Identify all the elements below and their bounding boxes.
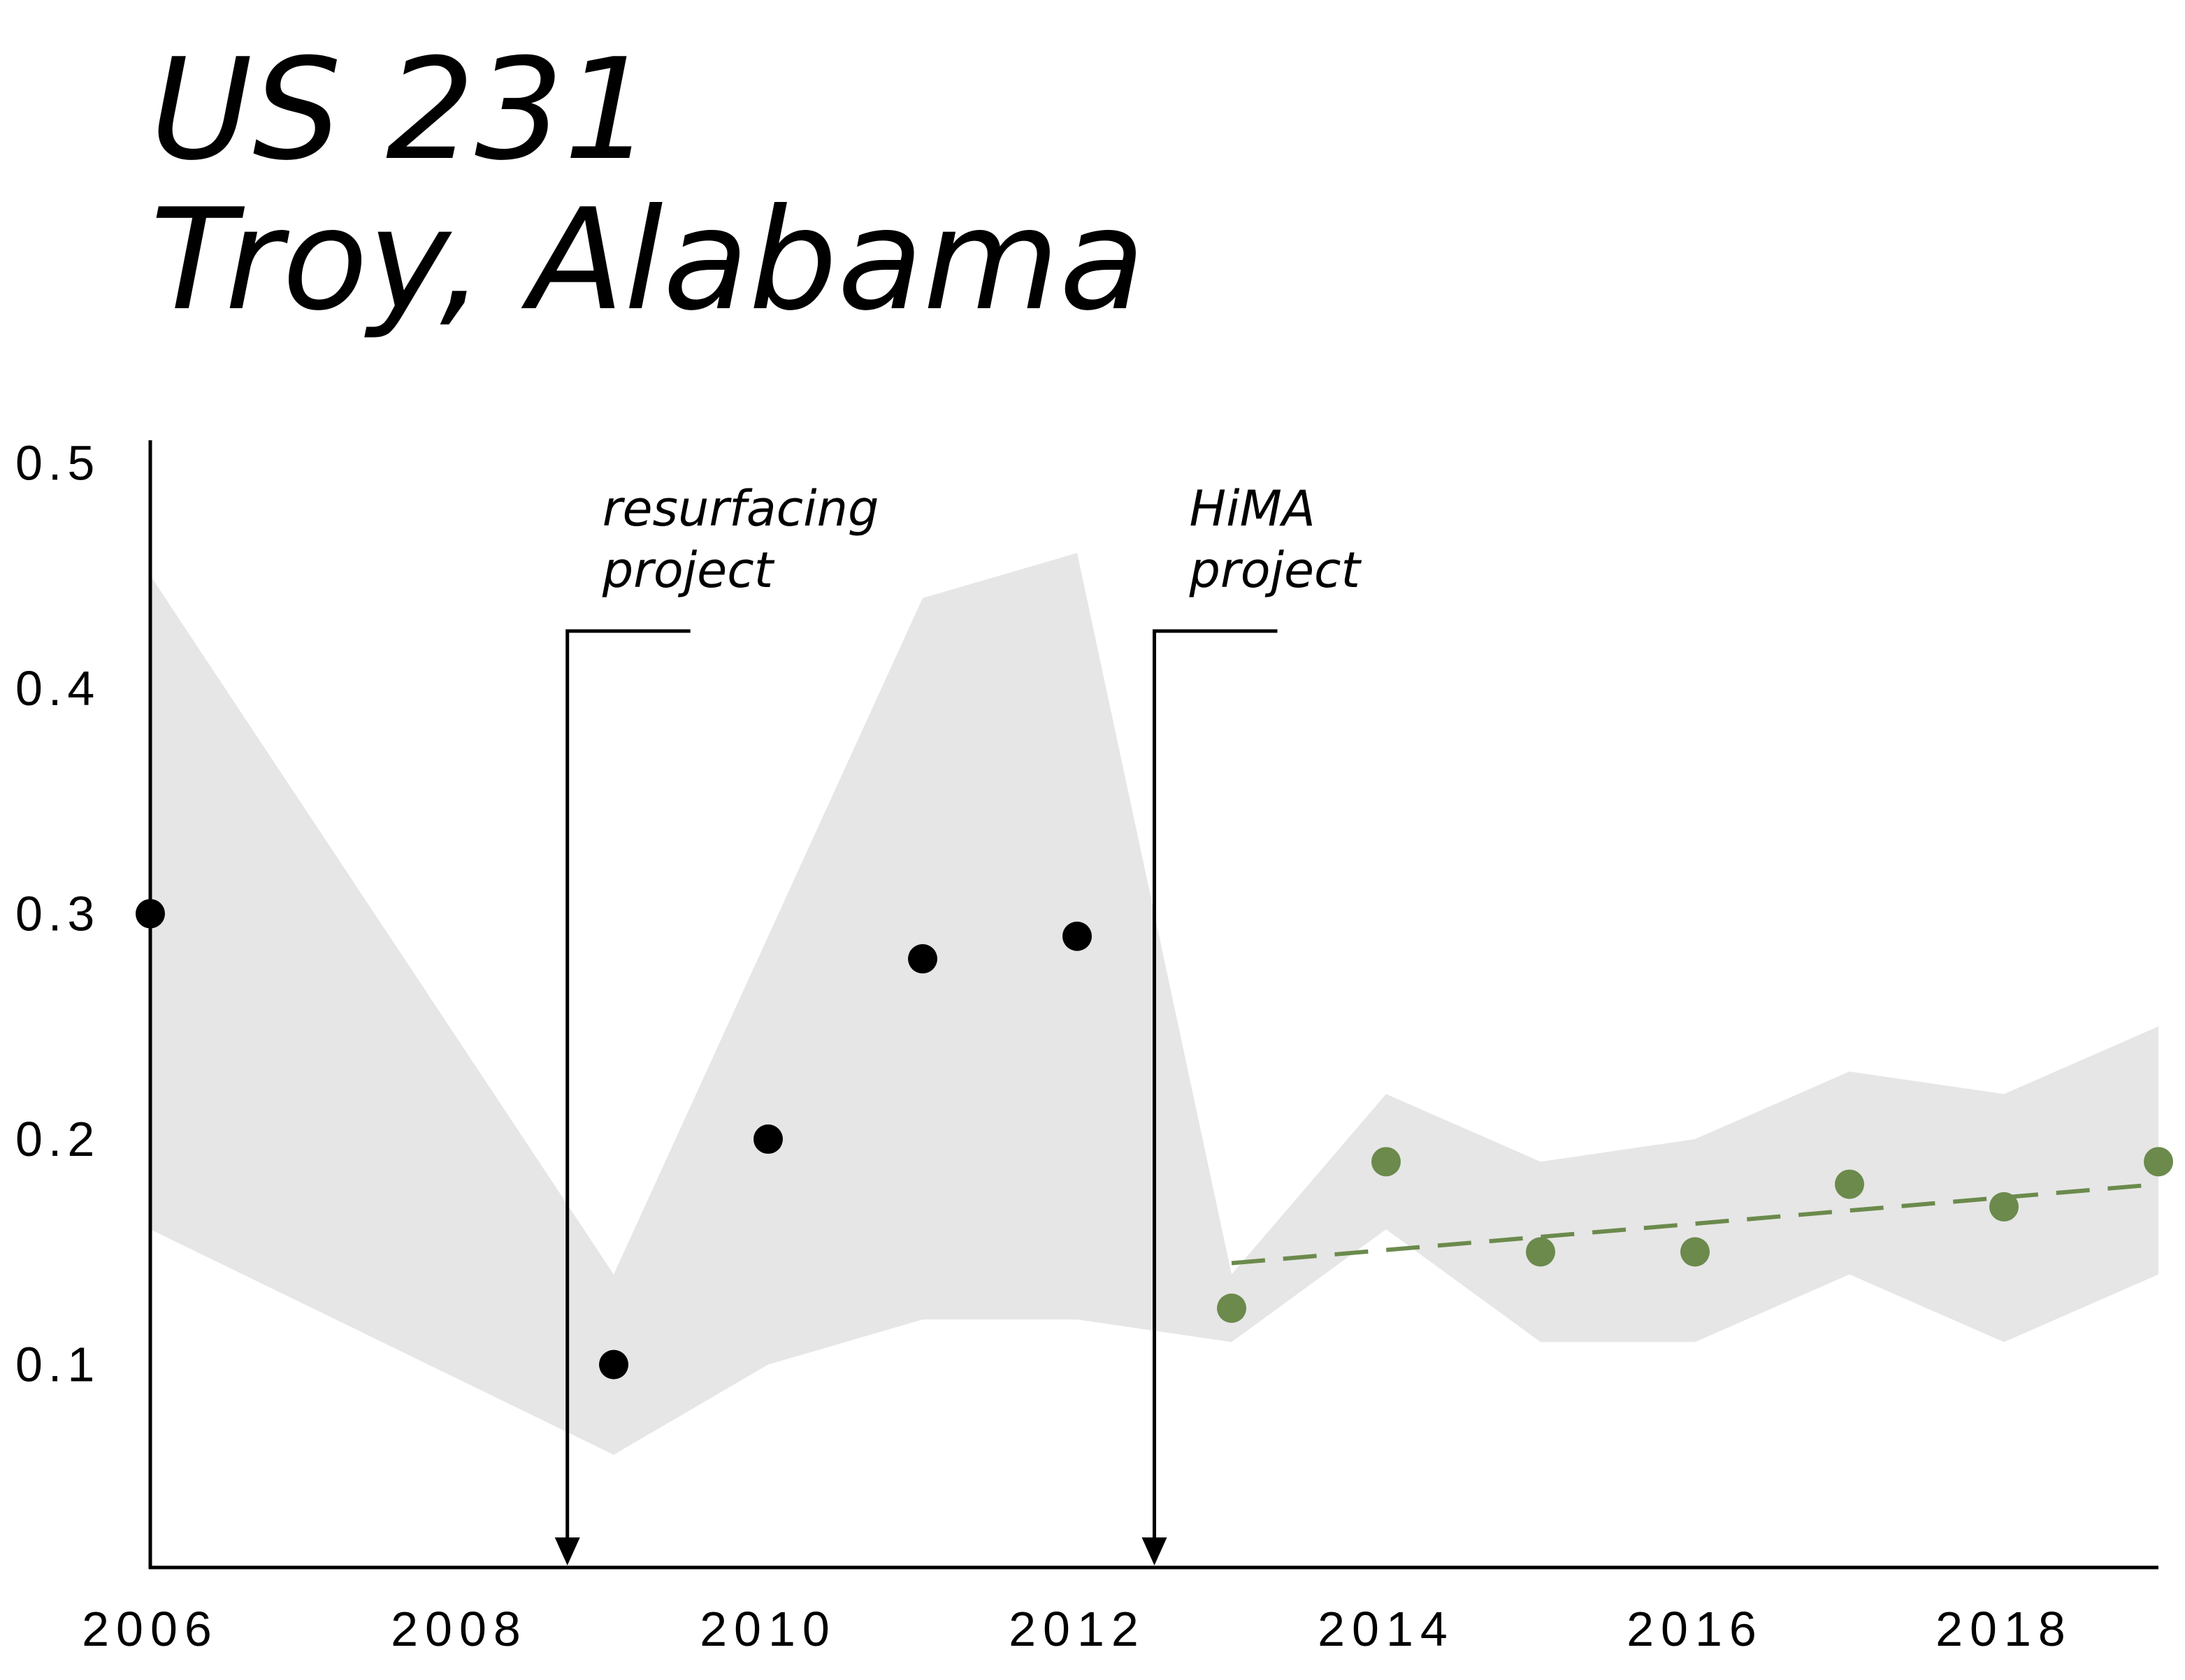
- data-point-series1-2016: [1680, 1237, 1710, 1267]
- y-tick-label-0.3: 0.3: [15, 886, 100, 941]
- x-tick-label-2008: 2008: [391, 1602, 528, 1656]
- y-tick-label-0.5: 0.5: [15, 435, 100, 490]
- x-tick-label-2012: 2012: [1009, 1602, 1146, 1656]
- y-tick-label-0.1: 0.1: [15, 1338, 100, 1392]
- x-tick-label-2018: 2018: [1935, 1602, 2072, 1656]
- tick-labels-layer: 2006 2008 2010 2012 2014 2016 2018 0.1 0.2 0.3 0.4…: [15, 435, 2072, 1656]
- x-tick-label-2014: 2014: [1318, 1602, 1455, 1656]
- data-point-series1-2018: [1989, 1192, 2019, 1222]
- annotation-arrowhead: [554, 1537, 580, 1565]
- annotation-label-line1: resurfacing: [603, 480, 879, 537]
- data-point-series1-2019: [2144, 1147, 2173, 1177]
- data-point-series0-2006: [136, 899, 165, 929]
- x-tick-label-2010: 2010: [700, 1602, 837, 1656]
- data-point-series0-2011: [908, 943, 937, 973]
- annotation-arrowhead: [1141, 1537, 1167, 1565]
- x-tick-label-2006: 2006: [82, 1602, 219, 1656]
- data-point-series1-2017: [1835, 1169, 1864, 1199]
- annotation-label-line2: project: [1189, 542, 1362, 599]
- annotation-label-line1: HiMA: [1190, 480, 1315, 537]
- annotation-arrow-line: [565, 629, 691, 1544]
- data-point-series1-2015: [1526, 1237, 1555, 1267]
- annotation-arrow-line: [1153, 629, 1278, 1544]
- title-line-1: US 231: [150, 29, 653, 191]
- y-tick-label-0.2: 0.2: [15, 1112, 100, 1166]
- title-line-2: Troy, Alabama: [150, 179, 1146, 342]
- data-point-series0-2009: [599, 1349, 628, 1380]
- data-point-series1-2013: [1217, 1294, 1246, 1324]
- x-tick-label-2016: 2016: [1627, 1602, 1764, 1656]
- points-layer: [136, 899, 2173, 1380]
- axes-layer: [148, 440, 2158, 1570]
- chart-title: US 231 Troy, Alabama: [150, 35, 1145, 335]
- annotation-label-line2: project: [602, 542, 775, 599]
- data-point-series1-2014: [1371, 1147, 1401, 1177]
- data-point-series0-2012: [1062, 921, 1092, 951]
- data-point-series0-2010: [753, 1124, 783, 1154]
- y-tick-label-0.4: 0.4: [15, 661, 100, 716]
